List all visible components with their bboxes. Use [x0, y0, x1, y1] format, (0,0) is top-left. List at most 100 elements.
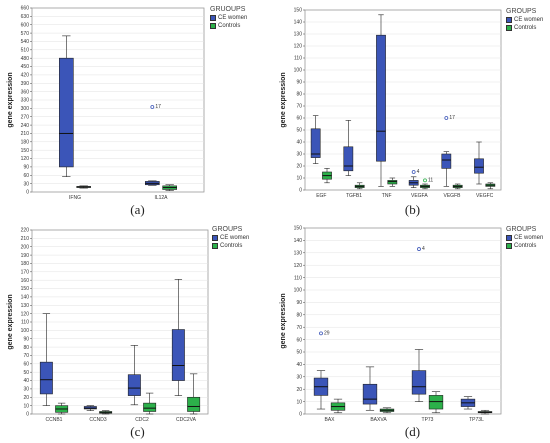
box-il12a-ce-women: [145, 180, 160, 186]
y-tick-label: 100: [294, 68, 303, 74]
y-axis-label: gene expression: [280, 72, 287, 127]
panel-c: 0 10 20 30 40 50 60 70 80 90 100 110 120 130 140 150 160…: [0, 222, 275, 443]
panel-label-d: (d): [404, 424, 421, 439]
y-tick-label: 80: [23, 345, 29, 351]
y-tick-label: 10: [296, 399, 302, 405]
category-label: TGFB1: [346, 193, 362, 199]
category-label: TNF: [382, 193, 392, 199]
y-tick-label: 100: [21, 328, 30, 334]
y-tick-label: 210: [21, 131, 30, 137]
y-tick-label: 40: [296, 362, 302, 368]
legend-label-controls: Controls: [514, 243, 537, 249]
y-tick-label: 70: [296, 104, 302, 110]
y-tick-label: 360: [21, 89, 30, 95]
box-iqr: [428, 395, 444, 410]
category-label: CDC2VA: [176, 417, 197, 423]
y-tick-label: 210: [21, 236, 30, 242]
panel-a: 0 30 60 90 120 150 180 210 240 270 300 330 360 390 420…: [0, 0, 275, 222]
outlier-label: 17: [155, 104, 161, 110]
y-tick-label: 10: [296, 176, 302, 182]
box-baxva-controls: [379, 407, 395, 414]
legend-label-ce: CE women: [218, 15, 248, 21]
y-tick-label: 480: [21, 56, 30, 62]
box-ccnd3-controls: [99, 410, 113, 415]
category-label: BAXVA: [370, 417, 387, 423]
outlier-label: 17: [449, 115, 455, 121]
box-iqr: [376, 34, 386, 162]
box-baxva-ce-women: [362, 366, 378, 411]
outlier-point: [150, 105, 155, 109]
y-tick-label: 50: [296, 128, 302, 134]
legend-swatch-ce: [212, 235, 218, 241]
legend-b: GROUPS CE women Controls: [506, 8, 543, 32]
outlier-point: [411, 170, 416, 174]
y-tick-label: 110: [21, 320, 29, 326]
outlier-point: [423, 178, 427, 183]
y-tick-label: 30: [23, 387, 29, 393]
legend-c: GROUPS CE women Controls: [212, 226, 249, 250]
y-tick-label: 150: [21, 286, 30, 292]
box-vegfa-controls: [420, 183, 430, 190]
panel-label-c: (c): [130, 424, 145, 439]
box-vegfb-ce-women: [441, 151, 452, 187]
y-tick-label: 60: [296, 116, 302, 122]
box-vegfb-controls: [452, 183, 463, 190]
box-iqr: [387, 180, 398, 185]
box-tp73l-ce-women: [460, 396, 476, 410]
category-label: EGF: [316, 193, 326, 199]
y-tick-label: 600: [21, 22, 30, 28]
outlier-point: [444, 116, 449, 120]
y-tick-label: 80: [296, 313, 302, 319]
box-iqr: [187, 396, 201, 412]
category-label: BAX: [324, 417, 335, 423]
y-axis-label: gene expression: [280, 293, 287, 348]
box-cdc2-ce-women: [127, 345, 141, 406]
boxplot-d: 0 10 20 30 40 50 60 70 80 90 100 110 120 130 140 150 gen…: [280, 226, 502, 423]
category-label: VEGFA: [411, 193, 428, 199]
y-tick-label: 540: [21, 39, 30, 45]
box-cdc2va-controls: [187, 373, 201, 415]
legend-title: GROUPS: [212, 226, 243, 233]
category-label: VEGFC: [476, 193, 494, 199]
legend-label-controls: Controls: [514, 25, 537, 31]
box-tp73-controls: [428, 391, 444, 414]
y-tick-label: 60: [23, 362, 29, 368]
category-label: TP73L: [469, 417, 484, 423]
box-vegfc-controls: [485, 182, 496, 190]
box-ccnb1-ce-women: [39, 313, 53, 406]
y-tick-label: 180: [21, 140, 30, 146]
y-tick-label: 30: [296, 375, 302, 381]
y-tick-label: 50: [296, 350, 302, 356]
y-tick-label: 150: [21, 148, 30, 154]
y-tick-label: 510: [21, 48, 30, 54]
box-ifng-controls: [76, 185, 91, 189]
box-tp73l-controls: [477, 409, 493, 415]
box-tgfb1-controls: [354, 182, 365, 190]
y-tick-label: 120: [294, 44, 303, 50]
y-tick-label: 660: [21, 6, 30, 12]
y-tick-label: 30: [23, 181, 29, 187]
y-tick-label: 30: [296, 152, 302, 158]
y-tick-label: 190: [21, 253, 30, 259]
y-tick-label: 0: [26, 412, 29, 418]
boxplot-b: 0 10 20 30 40 50 60 70 80 90 100 110 120 130 140 150 gen…: [280, 8, 502, 199]
box-iqr: [343, 146, 354, 172]
y-tick-label: 0: [299, 412, 302, 418]
box-bax-ce-women: [313, 370, 329, 410]
legend-label-controls: Controls: [218, 23, 241, 29]
boxplot-a: 0 30 60 90 120 150 180 210 240 270 300 330 360 390 420…: [7, 6, 205, 201]
y-tick-label: 200: [21, 244, 30, 250]
y-axis-label: gene expression: [7, 294, 14, 349]
y-tick-label: 70: [23, 353, 29, 359]
box-tp73-ce-women: [411, 349, 427, 402]
y-tick-label: 60: [296, 337, 302, 343]
y-tick-label: 390: [21, 81, 30, 87]
box-cdc2va-ce-women: [171, 279, 185, 396]
y-tick-label: 60: [23, 173, 29, 179]
y-tick-label: 70: [296, 325, 302, 331]
legend-swatch-ce: [506, 235, 512, 241]
category-label: IFNG: [69, 195, 81, 201]
legend-swatch-ce: [506, 17, 512, 23]
outlier-label: 4: [417, 169, 420, 175]
panel-b: 0 10 20 30 40 50 60 70 80 90 100 110 120 130 140 150 gen…: [275, 0, 550, 222]
